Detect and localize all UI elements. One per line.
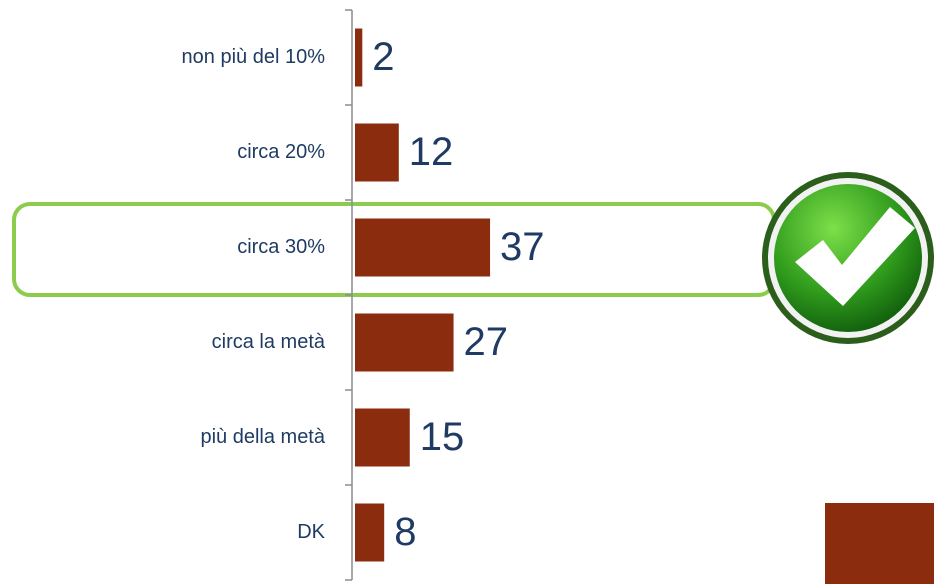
value-label: 37: [500, 225, 545, 269]
legend-swatch: [825, 503, 934, 584]
value-label: 12: [409, 130, 454, 174]
bar: [355, 313, 454, 372]
category-label: circa 30%: [237, 236, 325, 258]
value-label: 15: [420, 415, 465, 459]
category-label: circa 20%: [237, 141, 325, 163]
bar: [355, 503, 385, 562]
bar: [355, 28, 363, 87]
check-icon: [762, 172, 934, 344]
category-label: più della metà: [200, 426, 325, 448]
category-label: non più del 10%: [182, 46, 326, 68]
bar: [355, 408, 410, 467]
category-label: DK: [297, 521, 325, 543]
value-label: 8: [394, 510, 416, 554]
value-label: 27: [464, 320, 509, 364]
bar: [355, 123, 399, 182]
bar: [355, 218, 491, 277]
value-label: 2: [372, 35, 394, 79]
category-label: circa la metà: [212, 331, 326, 353]
